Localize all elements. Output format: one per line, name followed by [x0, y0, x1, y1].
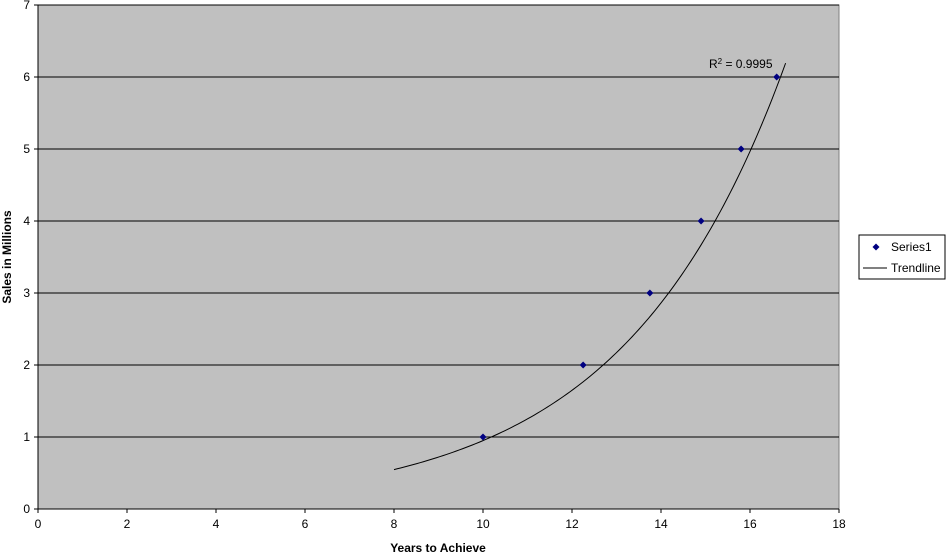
data-point: [479, 433, 487, 441]
y-tick-label: 5: [23, 142, 30, 156]
r-squared-annotation: R2 = 0.9995: [709, 57, 773, 72]
data-point: [646, 289, 654, 297]
plot-area: [37, 4, 840, 510]
legend: Series1 Trendline: [858, 234, 946, 280]
x-tick-label: 16: [743, 517, 757, 531]
gridlines: [38, 4, 839, 438]
data-point: [697, 217, 705, 225]
legend-series-marker: [872, 243, 880, 251]
x-tick-label: 4: [213, 517, 220, 531]
legend-box: [858, 234, 946, 280]
trendline: [393, 62, 787, 471]
x-tick-label: 2: [124, 517, 131, 531]
data-points: [479, 73, 781, 441]
r-squared-prefix: R: [709, 57, 718, 71]
r-squared-exponent: 2: [718, 57, 723, 66]
x-tick-label: 14: [654, 517, 668, 531]
x-tick-label: 8: [391, 517, 398, 531]
x-axis-title: Years to Achieve: [390, 541, 486, 555]
y-axis: 0 1 2 3 4 5 6 7: [23, 0, 39, 516]
y-tick-label: 2: [23, 358, 30, 372]
y-tick-label: 6: [23, 70, 30, 84]
y-tick-label: 4: [23, 214, 30, 228]
y-tick-label: 7: [23, 0, 30, 12]
x-axis: 0 2 4 6 8 10 12 14 16 18: [35, 508, 846, 531]
data-point: [579, 361, 587, 369]
y-tick-label: 0: [23, 502, 30, 516]
x-tick-label: 6: [302, 517, 309, 531]
y-tick-label: 1: [23, 430, 30, 444]
data-point: [737, 145, 745, 153]
x-tick-label: 18: [832, 517, 846, 531]
x-tick-label: 12: [565, 517, 579, 531]
legend-series-label: Series1: [891, 240, 932, 254]
y-tick-label: 3: [23, 286, 30, 300]
legend-trendline-label: Trendline: [891, 261, 941, 275]
data-point: [773, 73, 781, 81]
x-tick-label: 10: [476, 517, 490, 531]
y-axis-title: Sales in Millions: [0, 210, 14, 304]
r-squared-value: = 0.9995: [722, 57, 773, 71]
x-tick-label: 0: [35, 517, 42, 531]
